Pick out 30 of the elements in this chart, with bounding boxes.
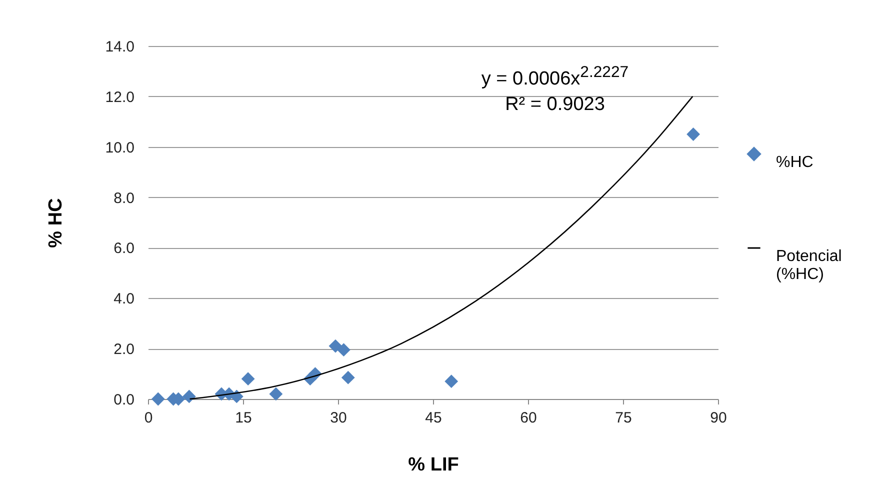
point (444, 374, 458, 388)
y-tick-label: 14.0 (105, 38, 134, 56)
point (686, 128, 700, 141)
x-tick-label: 0 (144, 410, 153, 426)
x-tick-label: 60 (520, 410, 537, 426)
point (336, 343, 350, 357)
point (341, 370, 355, 384)
x-axis-title: % LIF (408, 454, 459, 476)
y-tick-label: 8.0 (114, 190, 134, 207)
y-tick-label: 2.0 (114, 341, 134, 358)
x-tick-label: 75 (615, 410, 632, 426)
legend-label: Potencial (%HC) (776, 248, 842, 283)
y-tick-label: 6.0 (114, 240, 134, 258)
point (151, 392, 165, 406)
y-tick-label: 10.0 (105, 139, 134, 156)
annotation: R² = 0.9023 (504, 94, 606, 116)
point (328, 339, 342, 353)
point (269, 387, 283, 401)
y-tick-label: 4.0 (114, 290, 134, 308)
x-tick-label: 30 (330, 410, 347, 426)
point (241, 372, 255, 386)
x-tick-label: 45 (425, 410, 442, 426)
y-tick-label: 0.0 (114, 392, 134, 408)
x-tick-label: 15 (235, 410, 252, 426)
y-axis-title: % HC (45, 198, 66, 248)
legend-label: %HC (776, 154, 814, 171)
y-tick-label: 12.0 (105, 88, 134, 106)
x-tick-label: 90 (710, 410, 727, 426)
point (182, 390, 196, 404)
annotation: y = 0.0006x$^{2.2227}$ (480, 64, 630, 90)
